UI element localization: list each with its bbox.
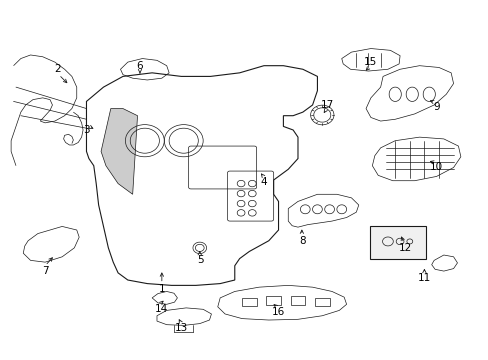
Text: 15: 15: [364, 57, 377, 67]
Text: 5: 5: [197, 255, 203, 265]
Bar: [290, 296, 305, 305]
Text: 17: 17: [320, 100, 333, 110]
Text: 14: 14: [155, 303, 168, 314]
Text: 13: 13: [174, 323, 187, 333]
Text: 16: 16: [271, 307, 285, 317]
Text: 8: 8: [299, 236, 305, 246]
Text: 3: 3: [83, 125, 90, 135]
Bar: [369, 226, 425, 258]
Text: 9: 9: [432, 102, 439, 112]
Text: 1: 1: [158, 284, 165, 294]
Text: 2: 2: [54, 64, 61, 74]
Text: 12: 12: [398, 243, 411, 253]
Polygon shape: [101, 109, 137, 194]
Text: 6: 6: [136, 61, 143, 71]
Text: 10: 10: [429, 162, 442, 172]
Bar: [242, 298, 256, 306]
Text: 11: 11: [417, 273, 430, 283]
Text: 7: 7: [42, 266, 48, 276]
Bar: [266, 296, 281, 305]
Text: 4: 4: [260, 177, 267, 187]
Bar: [314, 298, 329, 306]
